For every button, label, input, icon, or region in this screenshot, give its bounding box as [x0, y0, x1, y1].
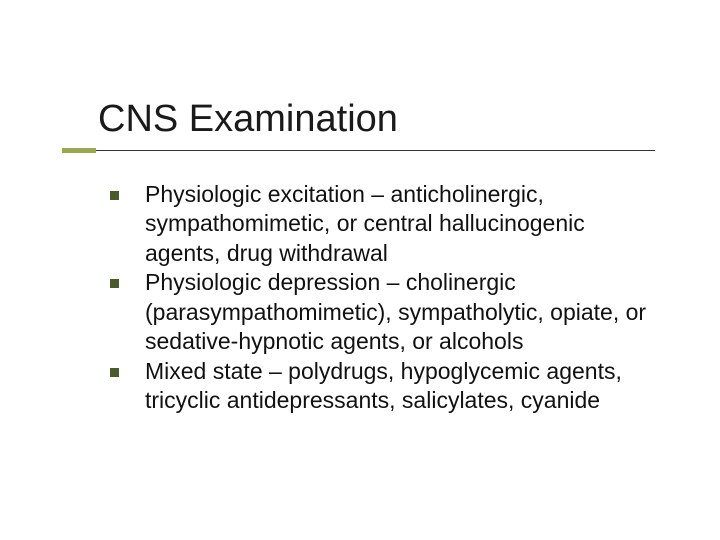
title-region: CNS Examination	[98, 100, 680, 146]
list-item: Mixed state – polydrugs, hypoglycemic ag…	[110, 357, 660, 416]
title-underline	[96, 150, 655, 151]
list-item: Physiologic excitation – anticholinergic…	[110, 180, 660, 268]
bullet-text: Physiologic depression – cholinergic (pa…	[145, 268, 660, 356]
slide-title: CNS Examination	[98, 100, 680, 146]
square-bullet-icon	[110, 191, 119, 200]
bullet-text: Mixed state – polydrugs, hypoglycemic ag…	[145, 357, 660, 416]
slide-body: Physiologic excitation – anticholinergic…	[110, 180, 660, 416]
title-accent-bar	[62, 148, 96, 153]
square-bullet-icon	[110, 279, 119, 288]
bullet-text: Physiologic excitation – anticholinergic…	[145, 180, 660, 268]
list-item: Physiologic depression – cholinergic (pa…	[110, 268, 660, 356]
square-bullet-icon	[110, 368, 119, 377]
slide: CNS Examination Physiologic excitation –…	[0, 0, 720, 540]
